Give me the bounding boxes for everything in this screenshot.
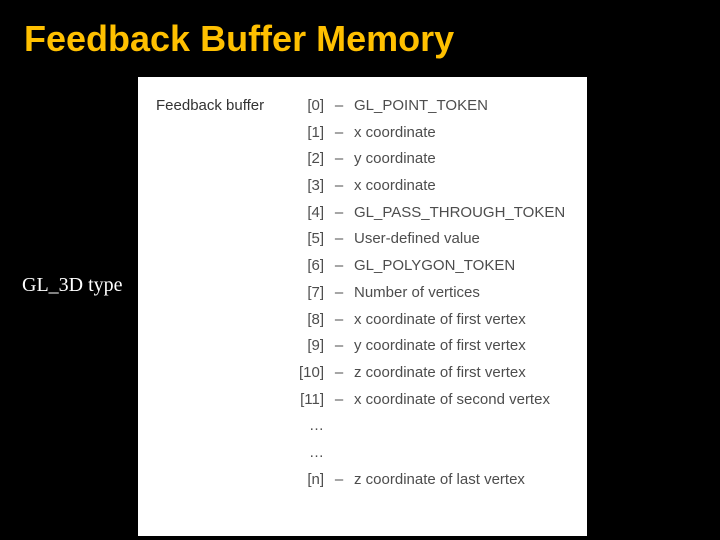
dash-separator: – [324,173,354,200]
buffer-row: [9]–y coordinate of first vertex [156,333,577,360]
buffer-value: y coordinate of first vertex [354,333,526,360]
dash-separator: – [324,387,354,414]
buffer-index: [4] [266,200,324,227]
buffer-row: [1]–x coordinate [156,120,577,147]
buffer-row: [4]–GL_PASS_THROUGH_TOKEN [156,200,577,227]
buffer-row: [2]–y coordinate [156,146,577,173]
buffer-row: [n]–z coordinate of last vertex [156,467,577,494]
dash-separator: – [324,146,354,173]
buffer-row: [8]–x coordinate of first vertex [156,307,577,334]
dash-separator: – [324,120,354,147]
buffer-index: [0] [266,93,324,120]
dash-separator: – [324,200,354,227]
buffer-value: x coordinate of second vertex [354,387,550,414]
dash-separator: – [324,467,354,494]
buffer-value: GL_POINT_TOKEN [354,93,488,120]
buffer-value: GL_PASS_THROUGH_TOKEN [354,200,565,227]
dash-separator: – [324,253,354,280]
buffer-index: [3] [266,173,324,200]
buffer-value: GL_POLYGON_TOKEN [354,253,515,280]
buffer-row: … [156,413,577,440]
buffer-row: [3]–x coordinate [156,173,577,200]
buffer-value: z coordinate of first vertex [354,360,526,387]
feedback-buffer-figure: Feedback buffer[0]–GL_POINT_TOKEN[1]–x c… [135,74,590,539]
dash-separator: – [324,93,354,120]
buffer-value: y coordinate [354,146,436,173]
buffer-index: [2] [266,146,324,173]
buffer-index: [6] [266,253,324,280]
buffer-index: … [266,440,324,467]
dash-separator: – [324,333,354,360]
buffer-index: [1] [266,120,324,147]
buffer-row: Feedback buffer[0]–GL_POINT_TOKEN [156,93,577,120]
buffer-row: [6]–GL_POLYGON_TOKEN [156,253,577,280]
dash-separator: – [324,360,354,387]
buffer-value: User-defined value [354,226,480,253]
buffer-index: [10] [266,360,324,387]
buffer-index: [8] [266,307,324,334]
buffer-row: [11]–x coordinate of second vertex [156,387,577,414]
buffer-index: [11] [266,387,324,414]
buffer-row: … [156,440,577,467]
buffer-label-col: Feedback buffer [156,93,266,120]
dash-separator: – [324,226,354,253]
buffer-value: x coordinate [354,120,436,147]
buffer-index: [9] [266,333,324,360]
buffer-row: [7]–Number of vertices [156,280,577,307]
dash-separator: – [324,307,354,334]
buffer-row: [10]–z coordinate of first vertex [156,360,577,387]
buffer-value: x coordinate [354,173,436,200]
buffer-index: [5] [266,226,324,253]
buffer-value: Number of vertices [354,280,480,307]
buffer-index: … [266,413,324,440]
dash-separator: – [324,280,354,307]
buffer-index: [n] [266,467,324,494]
side-label: GL_3D type [22,274,123,297]
buffer-row: [5]–User-defined value [156,226,577,253]
buffer-value: x coordinate of first vertex [354,307,526,334]
slide-title: Feedback Buffer Memory [0,0,720,60]
buffer-value: z coordinate of last vertex [354,467,525,494]
buffer-index: [7] [266,280,324,307]
